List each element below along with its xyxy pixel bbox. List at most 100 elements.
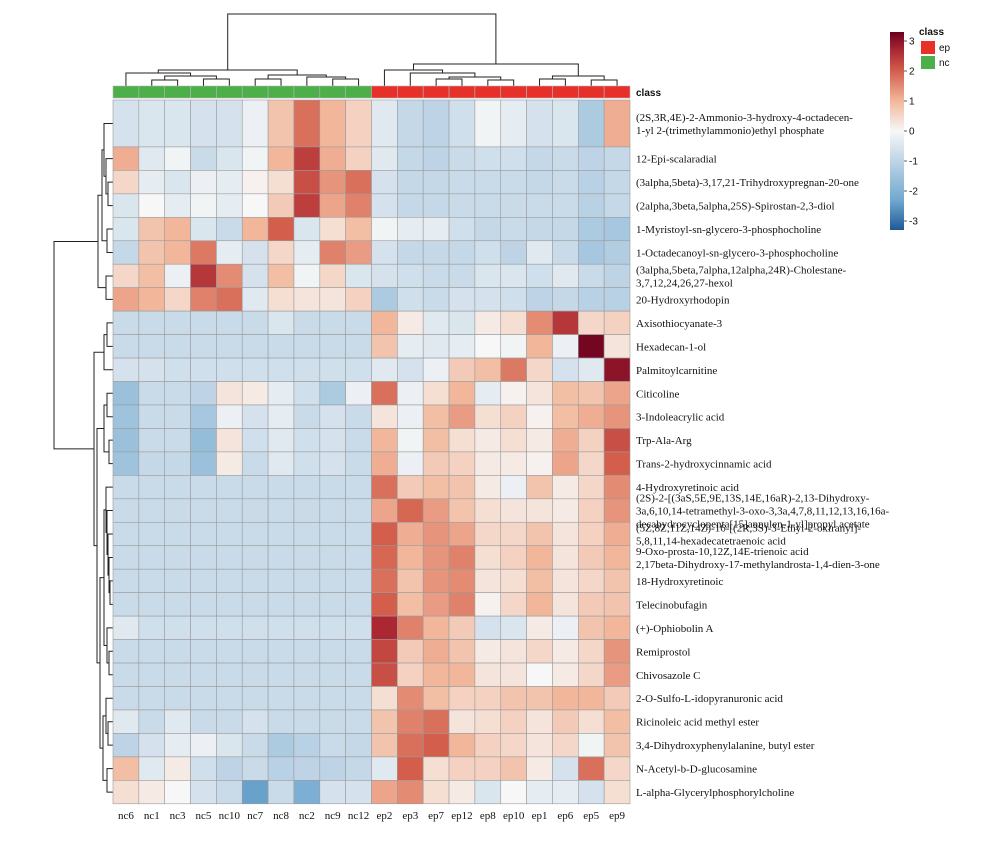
- heatmap-cell: [345, 428, 372, 453]
- heatmap-cell: [112, 686, 140, 711]
- heatmap-cell: [345, 662, 372, 687]
- class-annotation-cell: [190, 85, 217, 99]
- heatmap-cell: [552, 428, 579, 453]
- heatmap-cell: [422, 240, 450, 265]
- heatmap-cell: [164, 615, 191, 640]
- heatmap-cell: [345, 733, 372, 758]
- heatmap-cell: [397, 615, 424, 640]
- heatmap-cell: [603, 146, 631, 171]
- heatmap-cell: [267, 263, 295, 288]
- column-label: ep8: [480, 810, 496, 822]
- heatmap-cell: [577, 381, 605, 406]
- heatmap-cell: [422, 357, 450, 382]
- heatmap-cell: [164, 709, 191, 734]
- heatmap-cell: [319, 475, 346, 500]
- heatmap-cell: [138, 404, 166, 429]
- heatmap-cell: [345, 334, 372, 359]
- color-scale-tick-label: -2: [909, 187, 918, 198]
- heatmap-cell: [319, 334, 346, 359]
- heatmap-cell: [267, 99, 295, 148]
- heatmap-cell: [345, 357, 372, 382]
- heatmap-cell: [319, 756, 346, 781]
- heatmap-cell: [500, 404, 527, 429]
- heatmap-cell: [138, 334, 166, 359]
- heatmap-cell: [345, 639, 372, 664]
- heatmap-cell: [293, 756, 321, 781]
- heatmap-cell: [603, 310, 631, 335]
- heatmap-cell: [164, 733, 191, 758]
- heatmap-cell: [164, 428, 191, 453]
- heatmap-cell: [397, 733, 424, 758]
- column-dendrogram-branch: [435, 78, 463, 86]
- class-annotation-cell: [526, 85, 553, 99]
- heatmap-cell: [526, 615, 553, 640]
- heatmap-cell: [577, 756, 605, 781]
- heatmap-cell: [138, 498, 166, 523]
- heatmap-cell: [345, 99, 372, 148]
- color-scale-tick-label: 2: [909, 67, 915, 78]
- heatmap-cell: [345, 592, 372, 617]
- heatmap-cell: [500, 545, 527, 570]
- column-dendrogram-branch: [539, 78, 566, 86]
- heatmap-cell: [112, 709, 140, 734]
- heatmap-cell: [474, 146, 502, 171]
- heatmap-cell: [526, 756, 553, 781]
- heatmap-cell: [526, 99, 553, 148]
- heatmap-cell: [190, 733, 217, 758]
- heatmap-cell: [448, 404, 476, 429]
- heatmap-cell: [345, 521, 372, 547]
- heatmap-cell: [112, 545, 140, 570]
- heatmap-cell: [474, 568, 502, 593]
- heatmap-cell: [267, 170, 295, 195]
- heatmap-cell: [526, 568, 553, 593]
- heatmap-cell: [500, 498, 527, 523]
- heatmap-cell: [552, 568, 579, 593]
- heatmap-cell: [241, 193, 269, 218]
- heatmap-cell: [603, 240, 631, 265]
- heatmap-cell: [138, 592, 166, 617]
- heatmap-cell: [422, 170, 450, 195]
- heatmap-cell: [138, 568, 166, 593]
- heatmap-cell: [422, 709, 450, 734]
- class-annotation-cell: [603, 85, 631, 99]
- heatmap-cell: [526, 263, 553, 288]
- heatmap-cell: [474, 404, 502, 429]
- row-label: Axisothiocyanate-3: [636, 318, 723, 330]
- heatmap-cell: [474, 240, 502, 265]
- heatmap-cell: [526, 146, 553, 171]
- heatmap-cell: [241, 334, 269, 359]
- heatmap-cell: [577, 686, 605, 711]
- class-legend-swatch: [921, 56, 935, 69]
- heatmap-cell: [397, 592, 424, 617]
- heatmap-cell: [190, 381, 217, 406]
- heatmap-cell: [216, 146, 243, 171]
- heatmap-cell: [371, 498, 398, 523]
- heatmap-cell: [138, 639, 166, 664]
- heatmap-cell: [241, 99, 269, 148]
- heatmap-cell: [577, 475, 605, 500]
- heatmap-cell: [319, 404, 346, 429]
- heatmap-cell: [319, 99, 346, 148]
- column-label: ep10: [503, 810, 525, 822]
- heatmap-cell: [293, 780, 321, 805]
- heatmap-cell: [164, 545, 191, 570]
- heatmap-cell: [422, 217, 450, 242]
- heatmap-cell: [112, 615, 140, 640]
- row-label: 5,8,11,14-hexadecatetraenoic acid: [636, 536, 786, 548]
- heatmap-cell: [293, 310, 321, 335]
- heatmap-cell: [241, 639, 269, 664]
- heatmap-cell: [552, 451, 579, 476]
- heatmap-cell: [526, 780, 553, 805]
- heatmap-cell: [164, 381, 191, 406]
- heatmap-cell: [190, 545, 217, 570]
- heatmap-cell: [371, 217, 398, 242]
- heatmap-cell: [216, 381, 243, 406]
- heatmap-cell: [138, 263, 166, 288]
- heatmap-cell: [603, 592, 631, 617]
- heatmap-cell: [603, 193, 631, 218]
- column-label: nc9: [325, 810, 341, 822]
- heatmap-cell: [448, 357, 476, 382]
- heatmap-cell: [500, 521, 527, 547]
- heatmap-cell: [112, 780, 140, 805]
